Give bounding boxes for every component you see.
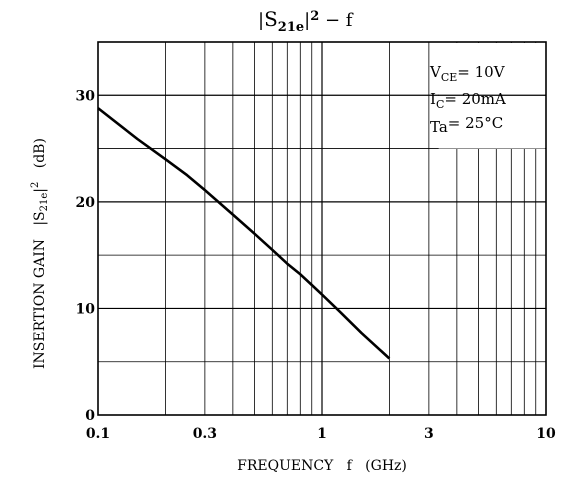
- y-tick-label: 0: [85, 408, 95, 424]
- x-tick-label: 0.3: [193, 426, 217, 442]
- condition-ic: IC= 20mA: [430, 90, 506, 111]
- x-tick-label: 1: [317, 426, 327, 442]
- gain-curve: [97, 107, 391, 360]
- y-axis-label: INSERTION GAIN |S21e|2 (dB): [30, 125, 50, 392]
- x-tick-label: 0.1: [86, 426, 110, 442]
- y-tick-label: 30: [76, 88, 96, 104]
- x-tick-label: 10: [536, 426, 556, 442]
- x-tick-label: 3: [424, 426, 434, 442]
- plot-frame: [97, 41, 547, 416]
- y-tick-label: 20: [76, 195, 96, 211]
- x-axis-label: FREQUENCY f (GHz): [237, 458, 407, 474]
- tick-labels: 0.1 0.3 1 3 10 0 10 20 30: [76, 88, 556, 442]
- condition-vce: VCE= 10V: [429, 63, 506, 84]
- y-tick-label: 10: [76, 301, 96, 317]
- series-layer: [97, 107, 391, 360]
- chart-title: |S21e|2 − f: [258, 7, 354, 35]
- condition-ta: Ta= 25°C: [430, 114, 503, 136]
- conditions-box: [438, 43, 546, 149]
